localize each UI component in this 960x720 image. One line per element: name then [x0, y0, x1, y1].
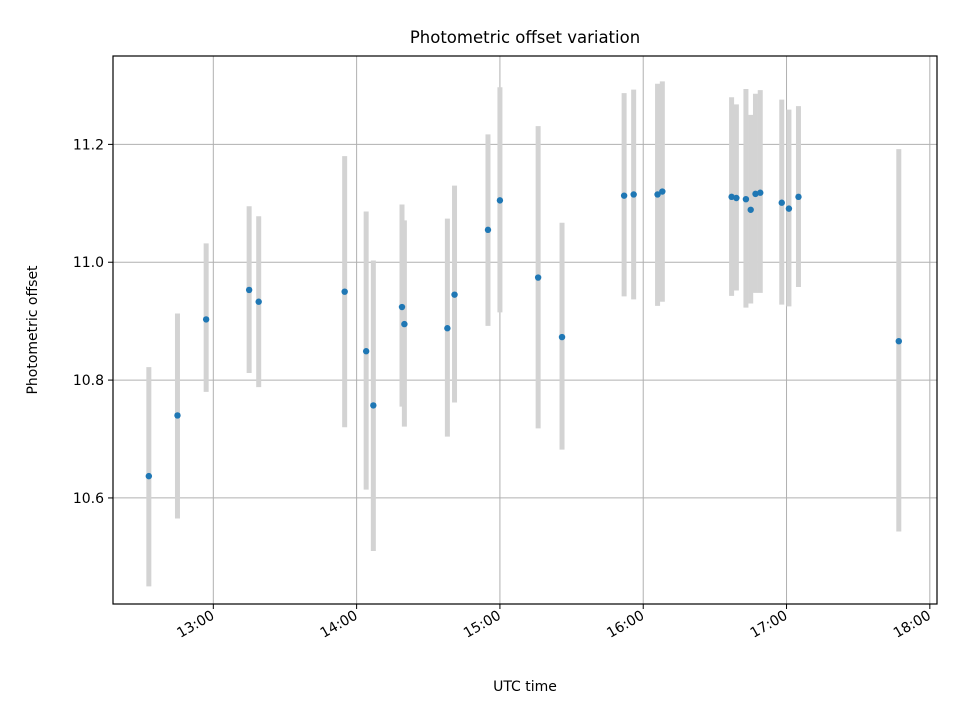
x-axis-label: UTC time	[493, 679, 557, 695]
y-axis-ticks: 10.6 10.8 11.0 11.2	[73, 137, 113, 507]
data-point	[341, 288, 348, 295]
data-point	[654, 191, 661, 198]
plot-frame	[112, 55, 938, 605]
chart-title: Photometric offset variation	[410, 28, 640, 47]
y-tick-label: 10.8	[73, 373, 104, 389]
data-point	[255, 298, 262, 305]
data-point	[733, 194, 740, 202]
data-points	[145, 188, 902, 480]
data-point	[174, 412, 181, 419]
data-point	[757, 189, 764, 196]
y-tick-label: 10.6	[73, 491, 104, 507]
data-point	[398, 303, 406, 311]
data-point	[401, 320, 408, 328]
data-point	[496, 197, 504, 204]
data-point	[145, 472, 153, 480]
data-point	[895, 337, 902, 345]
data-point	[752, 190, 759, 198]
data-point	[558, 333, 566, 341]
data-point	[728, 193, 735, 201]
data-point	[620, 192, 628, 199]
data-point	[534, 274, 542, 281]
data-point	[747, 206, 754, 213]
data-point	[362, 348, 370, 355]
data-point	[444, 325, 451, 332]
data-point	[659, 188, 666, 195]
data-point	[630, 191, 637, 198]
data-point	[245, 286, 253, 294]
data-point	[778, 199, 785, 206]
data-point	[795, 193, 802, 201]
data-point	[451, 291, 458, 298]
y-tick-label: 11.2	[73, 137, 104, 153]
data-point	[785, 205, 793, 212]
data-point	[484, 226, 492, 234]
data-point	[370, 402, 377, 409]
y-axis-label: Photometric offset	[25, 265, 41, 395]
y-tick-label: 11.0	[73, 255, 104, 271]
data-point	[202, 316, 210, 323]
data-point	[742, 195, 750, 203]
